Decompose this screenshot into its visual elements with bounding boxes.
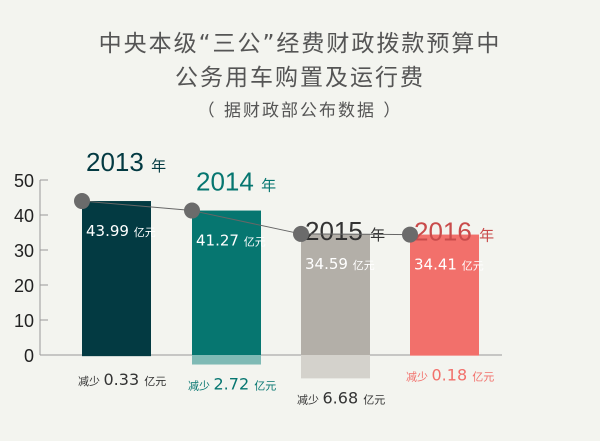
decrease-label: 减少 6.68 亿元 — [297, 388, 385, 407]
y-tick-label: 30 — [14, 241, 34, 261]
year-label: 2016 年 — [414, 217, 494, 247]
bar-2013 — [82, 201, 151, 355]
value-unit: 亿元 — [244, 236, 266, 249]
year-suffix: 年 — [151, 158, 166, 175]
y-tick-label: 50 — [14, 171, 34, 191]
value-label: 34.41 亿元 — [414, 256, 484, 274]
subtitle: （ 据财政部公布数据 ） — [197, 101, 403, 121]
decrease-bar-2014 — [192, 355, 261, 365]
value-label: 43.99 亿元 — [86, 222, 156, 240]
bar-2014 — [192, 210, 261, 355]
y-tick-label: 40 — [14, 206, 34, 226]
decrease-label: 减少 0.33 亿元 — [78, 370, 166, 389]
y-tick-label: 10 — [14, 311, 34, 331]
year-label: 2013 年 — [86, 147, 166, 177]
decrease-label: 减少 0.18 亿元 — [406, 366, 494, 385]
title-line-1: 中央本级“三公”经费财政拨款预算中 — [98, 31, 502, 57]
value-unit: 亿元 — [462, 260, 484, 273]
value-label: 34.59 亿元 — [305, 255, 375, 273]
year-suffix: 年 — [261, 178, 276, 195]
trend-line-segment — [81, 200, 193, 212]
bar-2016 — [410, 234, 479, 355]
value-label: 41.27 亿元 — [196, 232, 266, 250]
trend-point — [402, 226, 418, 243]
decrease-unit: 亿元 — [363, 393, 385, 406]
decrease-value: 6.68 — [323, 388, 364, 407]
trend-point — [74, 193, 90, 210]
y-tick-label: 0 — [24, 346, 34, 366]
title-line-2: 公务用车购置及运行费 — [175, 65, 425, 91]
year-suffix: 年 — [479, 228, 494, 245]
decrease-unit: 亿元 — [144, 375, 166, 388]
decrease-bar-2013 — [82, 355, 151, 357]
value-unit: 亿元 — [353, 259, 375, 272]
decrease-unit: 亿元 — [254, 380, 276, 393]
trend-line-segment — [191, 210, 302, 235]
value-unit: 亿元 — [134, 226, 156, 239]
decrease-value: 0.18 — [432, 366, 473, 385]
year-label: 2014 年 — [196, 167, 276, 197]
decrease-value: 2.72 — [214, 375, 255, 394]
trend-line-segment — [300, 233, 411, 236]
decrease-bar-2015 — [301, 355, 370, 379]
decrease-label: 减少 2.72 亿元 — [188, 375, 276, 394]
trend-point — [293, 225, 309, 242]
decrease-value: 0.33 — [104, 370, 145, 389]
bar-2015 — [301, 233, 370, 355]
decrease-bar-2016 — [410, 355, 479, 356]
y-tick-label: 20 — [14, 276, 34, 296]
trend-point — [184, 202, 200, 219]
year-label: 2015 年 — [305, 216, 385, 246]
year-suffix: 年 — [370, 227, 385, 244]
decrease-unit: 亿元 — [472, 371, 494, 384]
